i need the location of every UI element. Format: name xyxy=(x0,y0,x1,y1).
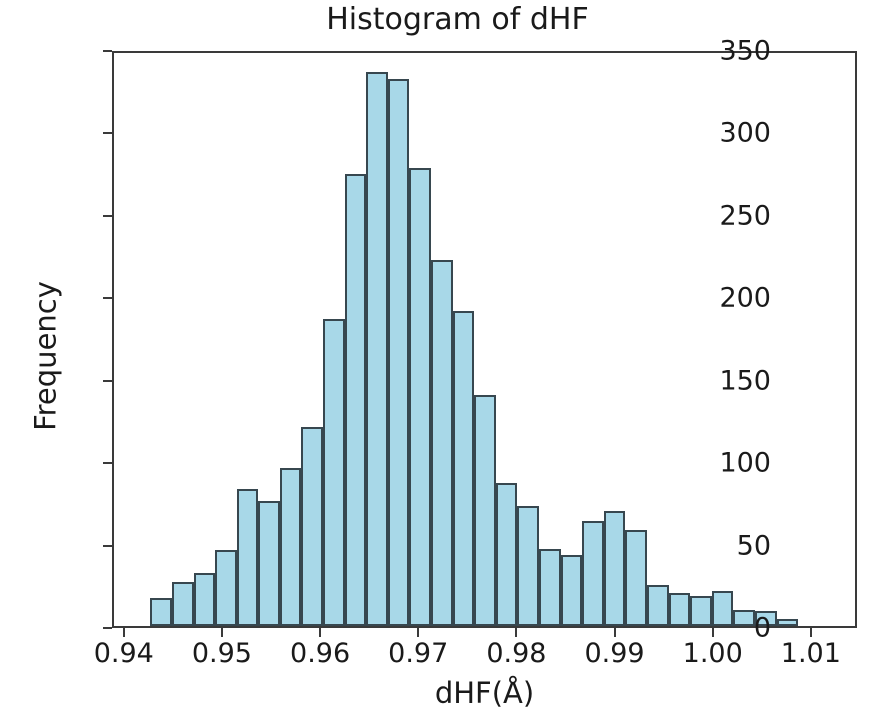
y-tick-mark xyxy=(103,544,112,547)
histogram-bar xyxy=(323,319,345,626)
x-tick-mark xyxy=(809,628,812,637)
x-tick-mark xyxy=(515,628,518,637)
histogram-bar xyxy=(301,426,324,626)
x-tick-label: 1.01 xyxy=(780,638,841,669)
x-tick-label: 0.96 xyxy=(290,638,351,669)
y-tick-mark xyxy=(103,50,112,52)
y-tick-mark xyxy=(103,132,112,135)
histogram-bar xyxy=(776,619,799,626)
x-tick-mark xyxy=(711,628,714,637)
y-tick-label: 50 xyxy=(736,530,771,562)
histogram-bar xyxy=(668,593,691,626)
y-tick-label: 0 xyxy=(753,612,771,644)
histogram-bar xyxy=(474,395,496,626)
x-tick-label: 0.95 xyxy=(191,638,252,669)
y-tick-label: 200 xyxy=(719,282,771,314)
histogram-bar xyxy=(711,591,734,626)
x-tick-mark xyxy=(417,628,420,637)
histogram-bar xyxy=(582,520,604,626)
histogram-bar xyxy=(193,573,216,626)
y-tick-label: 250 xyxy=(719,200,771,232)
histogram-bar xyxy=(387,78,410,626)
y-tick-mark xyxy=(103,297,112,300)
histogram-bar xyxy=(215,550,237,626)
y-tick-label: 300 xyxy=(719,117,771,149)
x-axis-label: dHF(Å) xyxy=(434,676,535,710)
histogram-bar xyxy=(539,548,561,626)
histogram-bar xyxy=(733,609,755,626)
x-tick-mark xyxy=(220,628,223,637)
histogram-bar xyxy=(279,467,302,626)
histogram-bar xyxy=(517,505,539,626)
chart-title-text: Histogram of dHF xyxy=(326,2,589,37)
histogram-bar xyxy=(150,597,172,626)
y-tick-label: 350 xyxy=(719,35,771,67)
x-tick-label: 1.00 xyxy=(682,638,743,669)
histogram-bar xyxy=(646,584,669,626)
x-tick-label: 0.98 xyxy=(486,638,547,669)
histogram-bar xyxy=(344,174,367,626)
y-tick-label: 150 xyxy=(719,365,771,397)
histogram-bar xyxy=(560,555,583,626)
histogram-bar xyxy=(236,489,259,626)
y-axis-label: Frequency xyxy=(28,281,63,431)
histogram-bar xyxy=(754,611,777,626)
y-tick-mark xyxy=(103,462,112,465)
histogram-bar xyxy=(258,500,280,626)
histogram-bar xyxy=(495,482,518,626)
y-tick-mark xyxy=(103,627,112,629)
y-tick-mark xyxy=(103,379,112,382)
x-tick-mark xyxy=(613,628,616,637)
x-tick-mark xyxy=(319,628,322,637)
bars-container xyxy=(114,53,855,626)
histogram-bar xyxy=(366,72,388,626)
x-tick-label: 0.94 xyxy=(93,638,154,669)
histogram-bar xyxy=(603,510,626,626)
y-tick-label: 100 xyxy=(719,447,771,479)
histogram-bar xyxy=(452,311,475,626)
x-tick-label: 0.97 xyxy=(388,638,449,669)
y-tick-mark xyxy=(103,214,112,217)
histogram-bar xyxy=(690,596,712,626)
histogram-bar xyxy=(625,530,647,626)
histogram-bar xyxy=(409,167,432,626)
x-tick-label: 0.99 xyxy=(584,638,645,669)
histogram-bar xyxy=(171,581,194,626)
chart-title: Histogram of dHF xyxy=(0,2,895,37)
plot-axes xyxy=(112,51,857,628)
x-tick-mark xyxy=(122,628,125,637)
histogram-bar xyxy=(431,260,453,626)
